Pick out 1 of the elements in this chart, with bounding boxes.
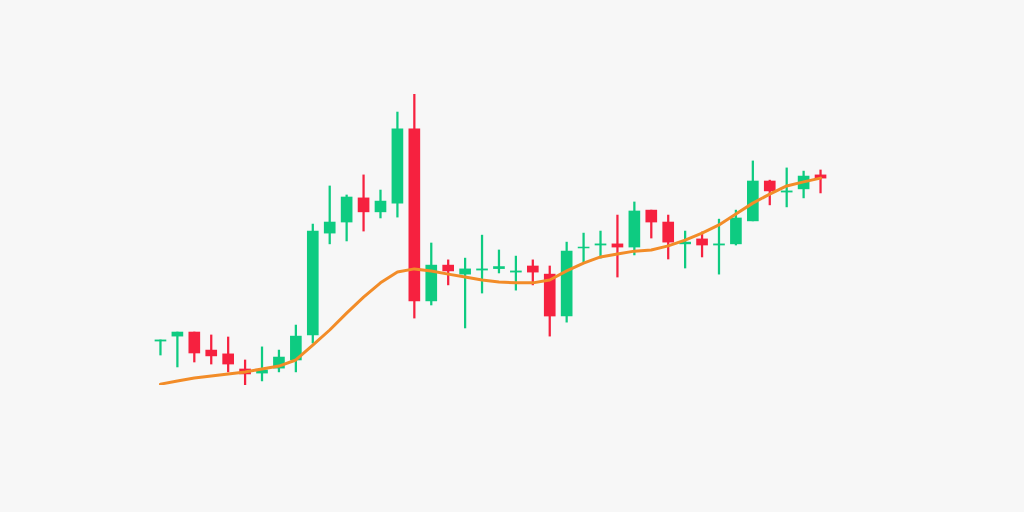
candlestick [357,174,370,232]
